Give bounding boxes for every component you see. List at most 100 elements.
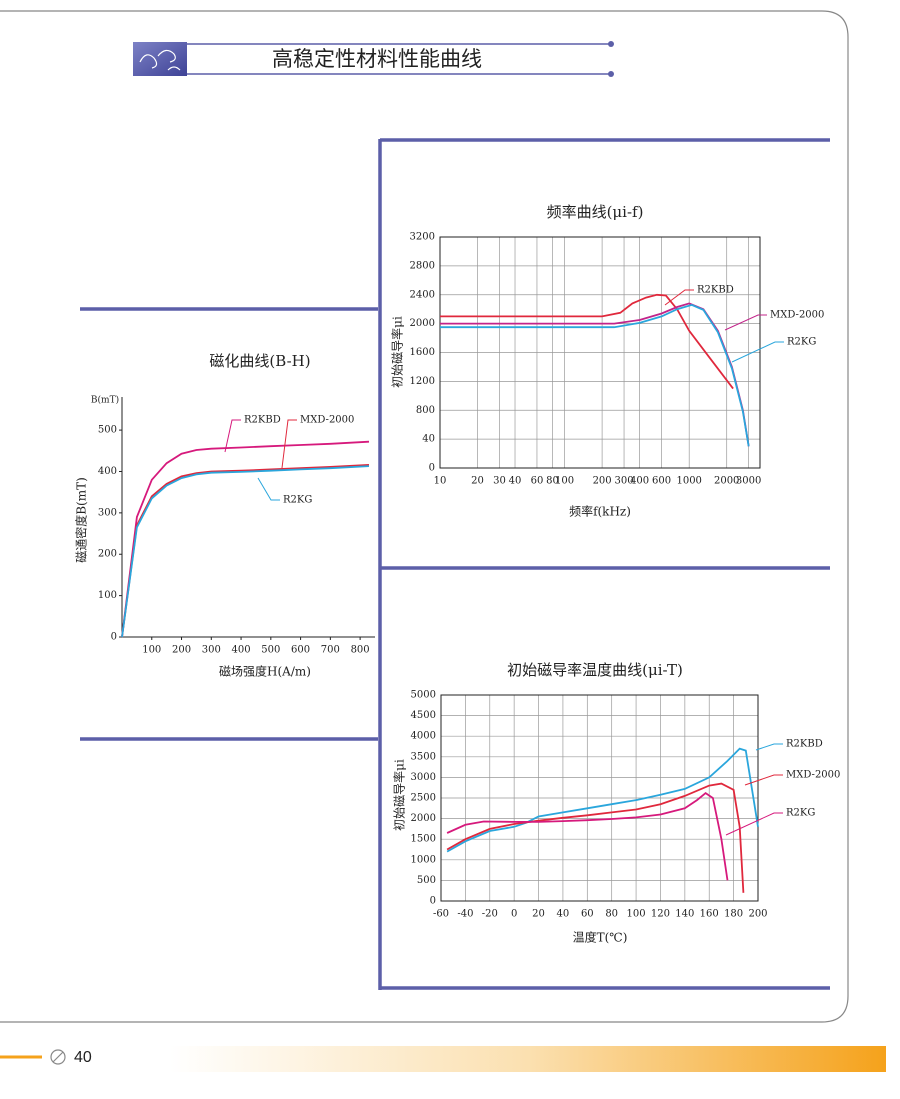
x-tick-label: 160 bbox=[700, 909, 719, 920]
y-tick-label: 2500 bbox=[411, 793, 436, 804]
x-tick-label: 200 bbox=[172, 645, 191, 656]
series-line bbox=[440, 302, 750, 447]
legend-leader bbox=[725, 812, 783, 836]
series-line bbox=[446, 747, 759, 853]
x-tick-label: 300 bbox=[615, 476, 634, 487]
y-tick-label: 4000 bbox=[411, 731, 436, 742]
x-tick-label: 140 bbox=[675, 909, 694, 920]
x-tick-label: 800 bbox=[351, 645, 370, 656]
y-tick-label: 5000 bbox=[411, 690, 436, 701]
header-dot bbox=[608, 71, 614, 77]
x-tick-label: 180 bbox=[724, 909, 743, 920]
y-tick-label: 1600 bbox=[410, 347, 435, 358]
series-line bbox=[440, 293, 734, 390]
y-tick-label: 200 bbox=[98, 549, 117, 560]
x-tick-label: 40 bbox=[509, 476, 522, 487]
y-tick-label: 40 bbox=[422, 434, 435, 445]
legend-label: R2KBD bbox=[786, 739, 823, 750]
x-tick-label: 10 bbox=[434, 476, 447, 487]
legend-leader bbox=[744, 774, 783, 786]
y-axis-label: 初始磁导率μi bbox=[390, 316, 405, 388]
plot-frame bbox=[440, 694, 759, 902]
y-tick-label: 2000 bbox=[410, 318, 435, 329]
plot-frame bbox=[439, 236, 761, 469]
x-tick-label: 600 bbox=[652, 476, 671, 487]
legend-label: MXD-2000 bbox=[770, 310, 824, 321]
x-tick-label: 20 bbox=[532, 909, 545, 920]
legend-leader bbox=[731, 341, 784, 363]
y-tick-label: 1500 bbox=[411, 834, 436, 845]
x-axis-label: 磁场强度H(A/m) bbox=[219, 664, 311, 679]
chart-title: 初始磁导率温度曲线(μi-T) bbox=[507, 661, 683, 679]
x-tick-label: 100 bbox=[627, 909, 646, 920]
footer-icon bbox=[52, 1051, 64, 1063]
series-line bbox=[440, 303, 750, 447]
x-tick-label: 200 bbox=[748, 909, 767, 920]
x-tick-label: 120 bbox=[651, 909, 670, 920]
footer-bar bbox=[170, 1046, 886, 1072]
series-line bbox=[121, 464, 370, 638]
page-frame bbox=[0, 10, 849, 1023]
x-tick-label: 60 bbox=[531, 476, 544, 487]
x-tick-label: 0 bbox=[511, 909, 517, 920]
dividers bbox=[80, 138, 830, 990]
series-line bbox=[446, 782, 745, 893]
x-axis-label: 频率f(kHz) bbox=[569, 504, 631, 519]
legend-label: R2KG bbox=[787, 337, 816, 348]
page-number: 40 bbox=[74, 1049, 92, 1066]
y-tick-label: 1200 bbox=[410, 376, 435, 387]
legend-label: MXD-2000 bbox=[786, 770, 840, 781]
x-tick-label: 3000 bbox=[736, 476, 761, 487]
y-tick-label: 3200 bbox=[410, 232, 435, 243]
legend-leader bbox=[755, 743, 783, 751]
y-tick-label: 100 bbox=[98, 590, 117, 601]
x-tick-label: -20 bbox=[482, 909, 498, 920]
x-tick-label: 100 bbox=[555, 476, 574, 487]
x-tick-label: 400 bbox=[232, 645, 251, 656]
legend-leader bbox=[724, 314, 767, 331]
x-tick-label: -60 bbox=[433, 909, 449, 920]
x-axis-label: 温度T(℃) bbox=[573, 930, 628, 945]
legend-label: R2KBD bbox=[244, 415, 281, 426]
x-tick-label: 80 bbox=[605, 909, 618, 920]
y-tick-label: 2000 bbox=[411, 813, 436, 824]
footer-icon bbox=[50, 1049, 66, 1065]
x-tick-label: 30 bbox=[493, 476, 506, 487]
x-tick-label: 2000 bbox=[714, 476, 739, 487]
y-tick-label: 500 bbox=[98, 425, 117, 436]
legend-leader bbox=[257, 477, 280, 501]
y-tick-label: 3000 bbox=[411, 772, 436, 783]
legend-label: R2KG bbox=[283, 495, 312, 506]
series-line bbox=[446, 791, 729, 881]
series-line bbox=[121, 440, 370, 638]
y-tick-label: 0 bbox=[430, 896, 436, 907]
series-line bbox=[121, 465, 370, 638]
x-tick-label: 300 bbox=[202, 645, 221, 656]
x-tick-label: 400 bbox=[630, 476, 649, 487]
y-axis-label: 磁通密度B(mT) bbox=[74, 477, 89, 563]
x-tick-label: 40 bbox=[557, 909, 570, 920]
legend-leader bbox=[281, 419, 297, 469]
x-tick-label: 60 bbox=[581, 909, 594, 920]
y-tick-label: 2800 bbox=[410, 260, 435, 271]
y-tick-label: 500 bbox=[417, 875, 436, 886]
legend-label: R2KG bbox=[786, 808, 815, 819]
legend-leader bbox=[224, 419, 241, 453]
x-tick-label: 100 bbox=[142, 645, 161, 656]
chart-title: 频率曲线(μi-f) bbox=[547, 203, 644, 221]
x-tick-label: 1000 bbox=[676, 476, 701, 487]
y-tick-label: 3500 bbox=[411, 751, 436, 762]
header-swirl bbox=[139, 49, 181, 71]
x-tick-label: -40 bbox=[457, 909, 473, 920]
y-unit: B(mT) bbox=[91, 395, 119, 406]
x-tick-label: 20 bbox=[471, 476, 484, 487]
page-title: 高稳定性材料性能曲线 bbox=[272, 47, 482, 71]
legend-label: MXD-2000 bbox=[300, 415, 354, 426]
x-tick-label: 600 bbox=[291, 645, 310, 656]
y-tick-label: 0 bbox=[111, 632, 117, 643]
y-tick-label: 1000 bbox=[411, 854, 436, 865]
legend-leader bbox=[664, 289, 694, 306]
x-tick-label: 80 bbox=[546, 476, 559, 487]
legend-label: R2KBD bbox=[697, 285, 734, 296]
